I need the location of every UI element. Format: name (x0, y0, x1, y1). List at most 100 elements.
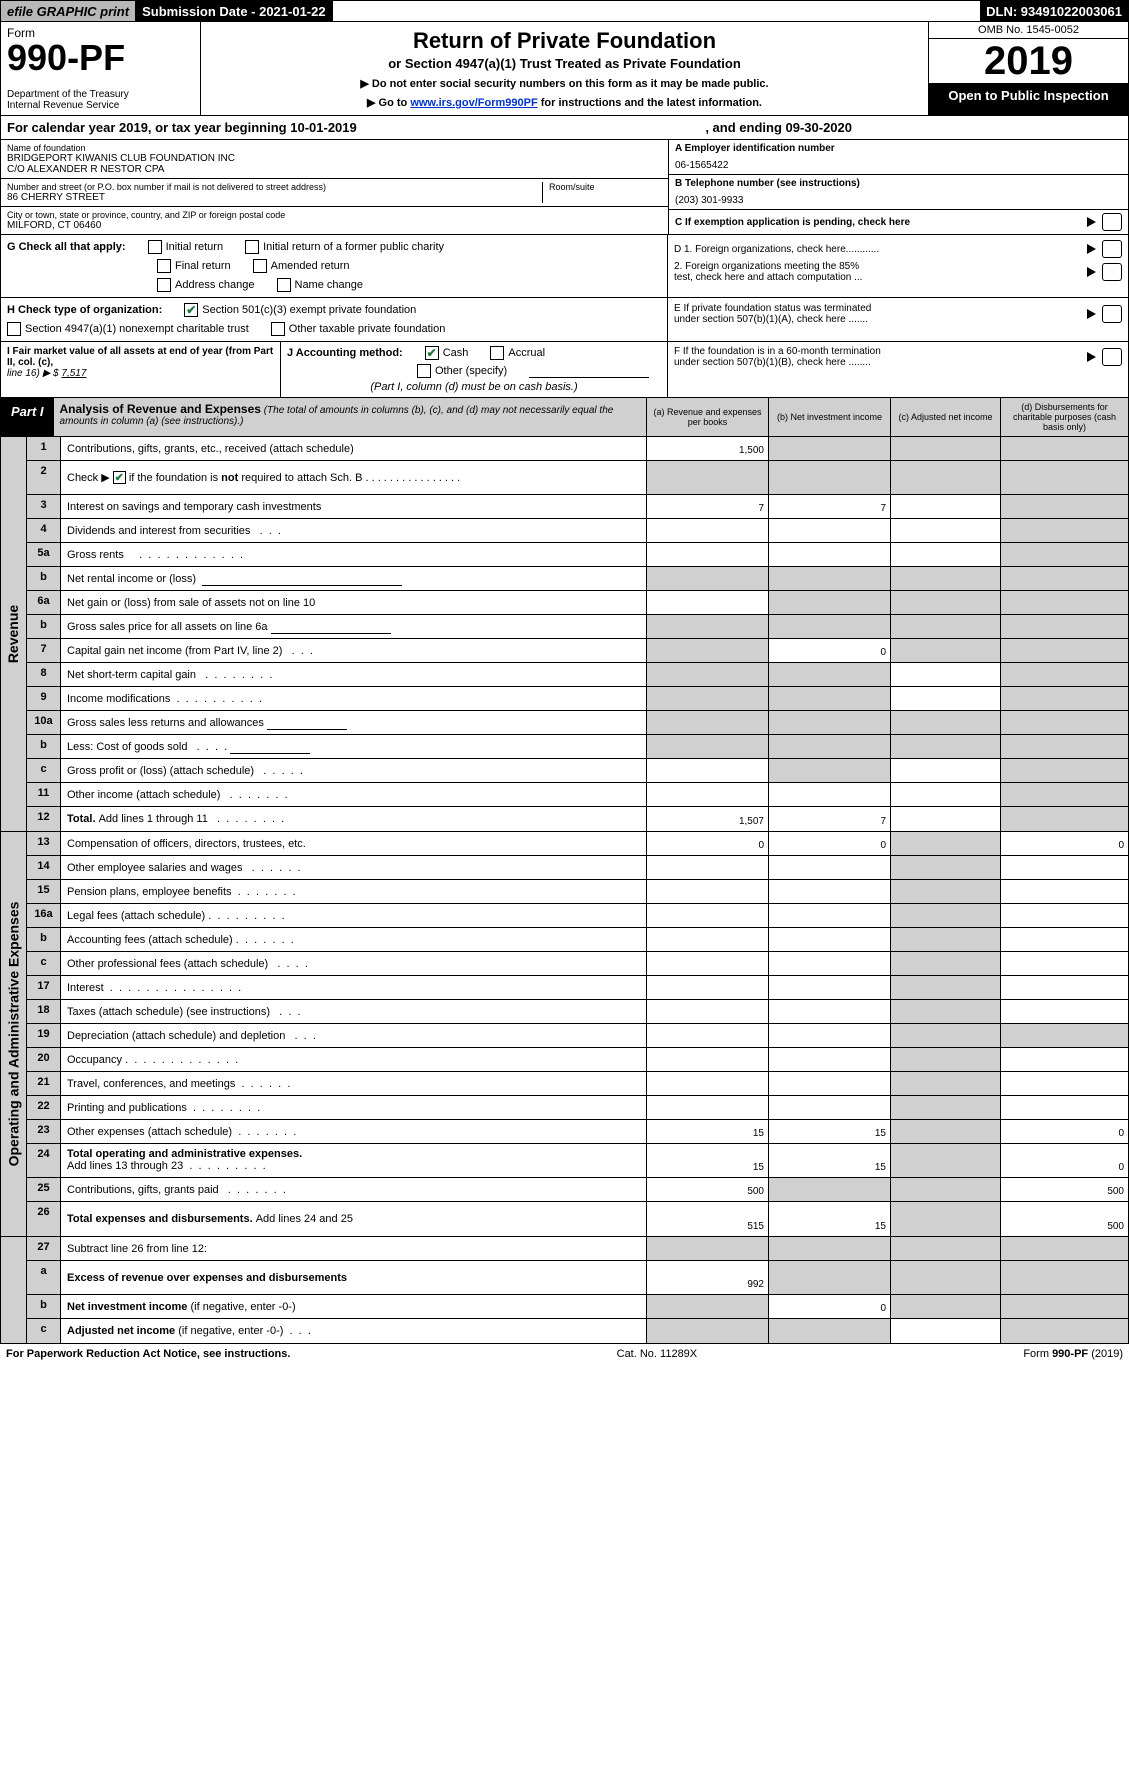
r24-sub: Add lines 13 through 23 (67, 1160, 183, 1172)
initial-return-chk[interactable]: Initial return (148, 240, 223, 254)
row-text: Net rental income or (loss) (61, 567, 646, 590)
row-text: Gross profit or (loss) (attach schedule)… (61, 759, 646, 782)
501c3-chk[interactable]: ✔Section 501(c)(3) exempt private founda… (184, 303, 416, 317)
cell-c (890, 1024, 1000, 1047)
row-num: 26 (27, 1202, 61, 1236)
r6b-text: Gross sales price for all assets on line… (67, 621, 268, 633)
initial-former-chk[interactable]: Initial return of a former public charit… (245, 240, 444, 254)
d1-label: D 1. Foreign organizations, check here..… (674, 244, 1081, 255)
cell-b (768, 543, 890, 566)
cell-b (768, 519, 890, 542)
cell-d (1000, 856, 1128, 879)
row-num: 11 (27, 783, 61, 806)
row-num: b (27, 735, 61, 758)
cell-b: 7 (768, 495, 890, 518)
row-22: 22 Printing and publications . . . . . .… (27, 1096, 1128, 1120)
cell-d (1000, 519, 1128, 542)
row-27a: a Excess of revenue over expenses and di… (27, 1261, 1128, 1295)
row-18: 18 Taxes (attach schedule) (see instruct… (27, 1000, 1128, 1024)
cell-b: 15 (768, 1144, 890, 1177)
e-checkbox[interactable] (1102, 305, 1122, 323)
row-num: 18 (27, 1000, 61, 1023)
address-change-chk[interactable]: Address change (157, 278, 255, 292)
instr-line-2: ▶ Go to www.irs.gov/Form990PF for instru… (207, 96, 922, 109)
row-text: Legal fees (attach schedule) . . . . . .… (61, 904, 646, 927)
cell-a: 1,507 (646, 807, 768, 831)
expenses-side-label: Operating and Administrative Expenses (1, 832, 27, 1236)
form-header: Form 990-PF Department of the Treasury I… (0, 22, 1129, 116)
name-change-chk[interactable]: Name change (277, 278, 364, 292)
r10b-text: Less: Cost of goods sold (67, 741, 187, 753)
form-ref-num: 990-PF (1052, 1348, 1088, 1360)
efile-print-button[interactable]: efile GRAPHIC print (1, 1, 136, 21)
cell-d: 0 (1000, 832, 1128, 855)
c-checkbox[interactable] (1102, 213, 1122, 231)
dln-number: DLN: 93491022003061 (980, 1, 1128, 21)
ein-value: 06-1565422 (675, 160, 1122, 171)
row-4: 4 Dividends and interest from securities… (27, 519, 1128, 543)
cell-c (890, 952, 1000, 975)
row-19: 19 Depreciation (attach schedule) and de… (27, 1024, 1128, 1048)
cell-c (890, 461, 1000, 494)
accrual-chk[interactable]: Accrual (490, 346, 545, 360)
cell-d (1000, 567, 1128, 590)
row-14: 14 Other employee salaries and wages . .… (27, 856, 1128, 880)
cell-b (768, 952, 890, 975)
cell-d (1000, 952, 1128, 975)
f-checkbox[interactable] (1102, 348, 1122, 366)
foundation-name-1: BRIDGEPORT KIWANIS CLUB FOUNDATION INC (7, 153, 662, 164)
final-return-chk[interactable]: Final return (157, 259, 231, 273)
d1-checkbox[interactable] (1102, 240, 1122, 258)
phone-value: (203) 301-9933 (675, 195, 1122, 206)
amended-return-chk[interactable]: Amended return (253, 259, 350, 273)
accrual-label: Accrual (508, 347, 545, 359)
cell-a: 992 (646, 1261, 768, 1294)
cash-chk[interactable]: ✔Cash (425, 346, 469, 360)
row-3: 3 Interest on savings and temporary cash… (27, 495, 1128, 519)
row-text: Accounting fees (attach schedule) . . . … (61, 928, 646, 951)
row-text: Travel, conferences, and meetings . . . … (61, 1072, 646, 1095)
cell-c (890, 543, 1000, 566)
cell-b (768, 687, 890, 710)
blank-side (1, 1237, 27, 1343)
form-ref-post: (2019) (1088, 1348, 1123, 1360)
cell-b (768, 976, 890, 999)
sch-b-checkbox[interactable]: ✔ (113, 471, 126, 484)
cell-d (1000, 1048, 1128, 1071)
row-text: Gross sales less returns and allowances (61, 711, 646, 734)
ein-cell: A Employer identification number 06-1565… (669, 140, 1128, 175)
cell-d (1000, 663, 1128, 686)
row-num: 9 (27, 687, 61, 710)
cell-d (1000, 1261, 1128, 1294)
cell-b (768, 461, 890, 494)
sec4947-chk[interactable]: Section 4947(a)(1) nonexempt charitable … (7, 322, 249, 336)
cell-b (768, 1319, 890, 1343)
cell-b (768, 856, 890, 879)
cell-a (646, 1000, 768, 1023)
cell-b (768, 928, 890, 951)
other-taxable-chk[interactable]: Other taxable private foundation (271, 322, 446, 336)
addr-change-label: Address change (175, 279, 255, 291)
d2-checkbox[interactable] (1102, 263, 1122, 281)
name-change-label: Name change (295, 279, 364, 291)
cell-c (890, 1295, 1000, 1318)
row-text: Depreciation (attach schedule) and deple… (61, 1024, 646, 1047)
cell-d (1000, 976, 1128, 999)
identity-block: Name of foundation BRIDGEPORT KIWANIS CL… (0, 140, 1129, 235)
cell-d: 500 (1000, 1202, 1128, 1236)
cell-a (646, 1237, 768, 1260)
irs-link[interactable]: www.irs.gov/Form990PF (410, 97, 537, 109)
cell-a (646, 952, 768, 975)
name-cell: Name of foundation BRIDGEPORT KIWANIS CL… (1, 140, 668, 179)
form-title: Return of Private Foundation (207, 28, 922, 54)
cell-b (768, 591, 890, 614)
r20-text: Occupancy (67, 1054, 122, 1066)
cell-a (646, 1024, 768, 1047)
other-method-chk[interactable]: Other (specify) (417, 364, 507, 378)
row-text: Occupancy . . . . . . . . . . . . . (61, 1048, 646, 1071)
revenue-rows: 1 Contributions, gifts, grants, etc., re… (27, 437, 1128, 831)
cell-d (1000, 591, 1128, 614)
cell-d (1000, 928, 1128, 951)
cell-a (646, 928, 768, 951)
line27-rows: 27 Subtract line 26 from line 12: a Exce… (27, 1237, 1128, 1343)
